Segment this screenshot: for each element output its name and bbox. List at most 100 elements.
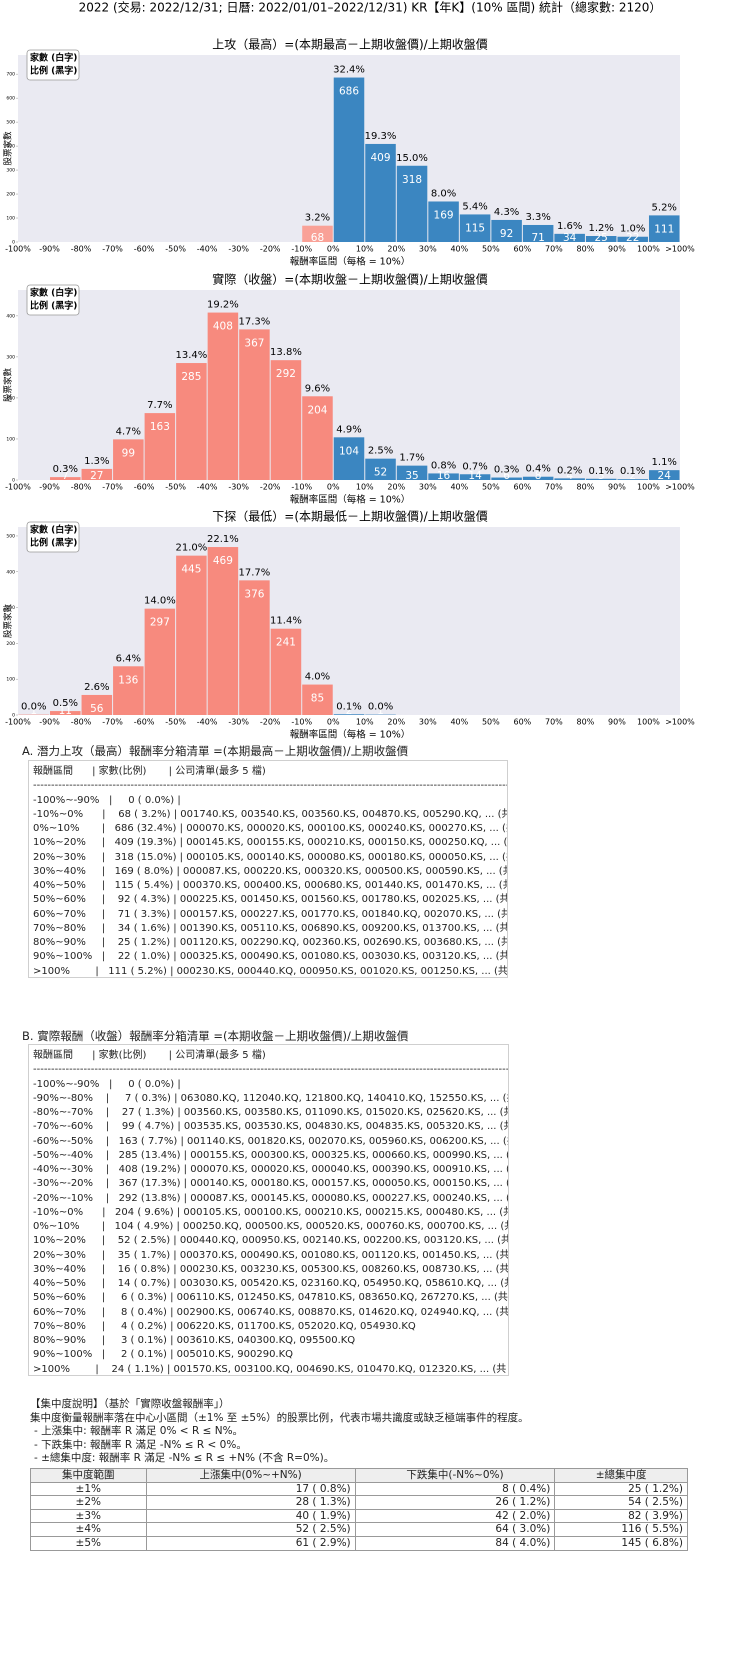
- percent-label: 0.3%: [494, 465, 519, 476]
- x-tick-label: -50%: [165, 718, 186, 727]
- y-tick-label: 400: [6, 569, 15, 575]
- concentration-description: 集中度衡量報酬率落在中心小區間（±1% 至 ±5%）的股票比例，代表市場共識度或…: [30, 1411, 529, 1424]
- table-header-cell: 上漲集中(0%~+N%): [145, 1467, 356, 1483]
- bar: [81, 468, 113, 480]
- y-tick-label: 100: [6, 216, 15, 222]
- listing-row: -60%~-50% | 163 ( 7.7%) | 001140.KS, 001…: [33, 1135, 509, 1147]
- x-tick-label: -50%: [165, 483, 186, 492]
- listing-row: 30%~40% | 169 ( 8.0%) | 000087.KS, 00022…: [33, 865, 508, 877]
- bar: [491, 219, 522, 242]
- count-label: 3: [598, 470, 605, 482]
- table-cell: 84 ( 4.0%): [354, 1535, 556, 1551]
- count-label: 14: [468, 470, 482, 482]
- x-tick-label: 70%: [545, 483, 563, 492]
- listing-row: 40%~50% | 14 ( 0.7%) | 003030.KS, 005420…: [33, 1278, 509, 1289]
- bar: [333, 437, 365, 480]
- bullet: - ±總集中度: 報酬率 R 滿足 -N% ≤ R ≤ +N% (不含 R=0%…: [34, 1452, 335, 1465]
- x-tick-label: -40%: [197, 483, 218, 492]
- bar: [617, 479, 648, 480]
- count-label: 318: [402, 174, 422, 186]
- y-axis-label: 股票家數: [3, 131, 14, 166]
- x-tick-label: 40%: [450, 245, 468, 254]
- chart-title: 實際（收盤）=(本期收盤－上期收盤價)/上期收盤價: [212, 272, 487, 287]
- x-tick-label: -100%: [5, 245, 31, 254]
- percent-label: 1.7%: [399, 453, 424, 464]
- bar: [207, 547, 239, 715]
- x-tick-label: -90%: [39, 245, 60, 254]
- count-label: 56: [90, 703, 104, 715]
- bar: [50, 477, 81, 480]
- percent-label: 17.3%: [239, 316, 271, 327]
- count-label: 27: [90, 470, 103, 482]
- x-tick-label: 0%: [327, 718, 340, 727]
- listing-row: -50%~-40% | 285 (13.4%) | 000155.KS, 000…: [33, 1149, 509, 1161]
- percent-label: 0.3%: [53, 464, 78, 475]
- x-tick-label: 60%: [513, 245, 531, 254]
- y-tick-label: 100: [6, 677, 15, 683]
- count-label: 4: [566, 470, 573, 482]
- listing-title: B. 實際報酬（收盤）報酬率分箱清單 =(本期收盤－上期收盤價)/上期收盤價: [22, 1029, 409, 1043]
- x-axis-label: 報酬率區間（每格 = 10%）: [290, 729, 411, 741]
- y-tick-label: 0: [12, 478, 15, 484]
- count-label: 285: [181, 371, 201, 383]
- bar: [617, 236, 648, 242]
- table-cell: 145 ( 6.8%): [554, 1535, 688, 1551]
- y-tick-label: 200: [6, 192, 15, 198]
- x-tick-label: 40%: [450, 718, 468, 727]
- x-axis-label: 報酬率區間（每格 = 10%）: [290, 256, 411, 268]
- bar: [144, 413, 176, 480]
- y-tick-label: 400: [6, 144, 15, 150]
- percent-label: 15.0%: [396, 153, 428, 164]
- table-cell: 116 ( 5.5%): [554, 1522, 688, 1537]
- x-tick-label: 70%: [545, 718, 563, 727]
- legend-entry: 家數 (白字): [30, 287, 77, 299]
- percent-label: 8.0%: [431, 188, 456, 199]
- x-tick-label: 10%: [356, 718, 374, 727]
- count-label: 52: [374, 467, 387, 479]
- table-row: ±2% 28 ( 1.3%) 26 ( 1.2%) 54 ( 2.5%): [30, 1495, 688, 1510]
- table-row: ±4% 52 ( 2.5%) 64 ( 3.0%) 116 ( 5.5%): [30, 1522, 688, 1537]
- count-label: 169: [434, 209, 454, 221]
- percent-label: 2.6%: [84, 682, 109, 693]
- x-tick-label: 100%: [637, 718, 660, 727]
- listing-separator: ----------------------------------------…: [33, 1064, 509, 1076]
- x-tick-label: 80%: [577, 245, 595, 254]
- percent-label: 1.0%: [620, 224, 645, 235]
- count-label: 7: [62, 470, 69, 482]
- x-axis-label: 報酬率區間（每格 = 10%）: [290, 494, 411, 506]
- table-header-cell: 集中度範圍: [30, 1467, 147, 1483]
- count-label: 68: [311, 232, 324, 244]
- table-cell: 42 ( 2.0%): [354, 1508, 556, 1524]
- percent-label: 5.4%: [462, 201, 487, 212]
- listing-row: 10%~20% | 52 ( 2.5%) | 000440.KQ, 000950…: [33, 1235, 509, 1247]
- concentration-heading: 【集中度說明】（基於「實際收盤報酬率」）: [30, 1398, 230, 1410]
- x-tick-label: 30%: [419, 483, 437, 492]
- charts: 2022 (交易: 2022/12/31; 日曆: 2022/01/01–202…: [3, 0, 696, 741]
- bar: [239, 329, 270, 480]
- percent-label: 21.0%: [175, 543, 207, 554]
- x-tick-label: 80%: [577, 718, 595, 727]
- bar: [396, 465, 428, 480]
- count-label: 22: [626, 232, 639, 244]
- x-tick-label: >100%: [665, 245, 695, 254]
- count-label: 16: [437, 470, 451, 482]
- count-label: 115: [465, 222, 485, 234]
- bar: [270, 360, 302, 480]
- y-axis-label: 股票家數: [3, 604, 14, 639]
- count-label: 408: [213, 321, 233, 333]
- bar: [176, 363, 207, 480]
- count-label: 2: [346, 705, 353, 717]
- x-tick-label: 10%: [356, 245, 374, 254]
- y-tick-label: 300: [6, 168, 15, 174]
- bar: [207, 312, 239, 480]
- listing-title: A. 潛力上攻（最高）報酬率分箱清單 =(本期最高－上期收盤價)/上期收盤價: [22, 744, 409, 758]
- chart-title: 上攻（最高）=(本期最高－上期收盤價)/上期收盤價: [212, 37, 487, 52]
- table-cell: ±3%: [30, 1508, 147, 1524]
- count-label: 469: [213, 555, 233, 567]
- x-tick-label: 10%: [356, 483, 374, 492]
- x-tick-label: 90%: [608, 245, 626, 254]
- count-label: 6: [503, 470, 510, 482]
- listing-row: -70%~-60% | 99 ( 4.7%) | 003535.KS, 0035…: [33, 1121, 509, 1133]
- bar: [302, 225, 333, 242]
